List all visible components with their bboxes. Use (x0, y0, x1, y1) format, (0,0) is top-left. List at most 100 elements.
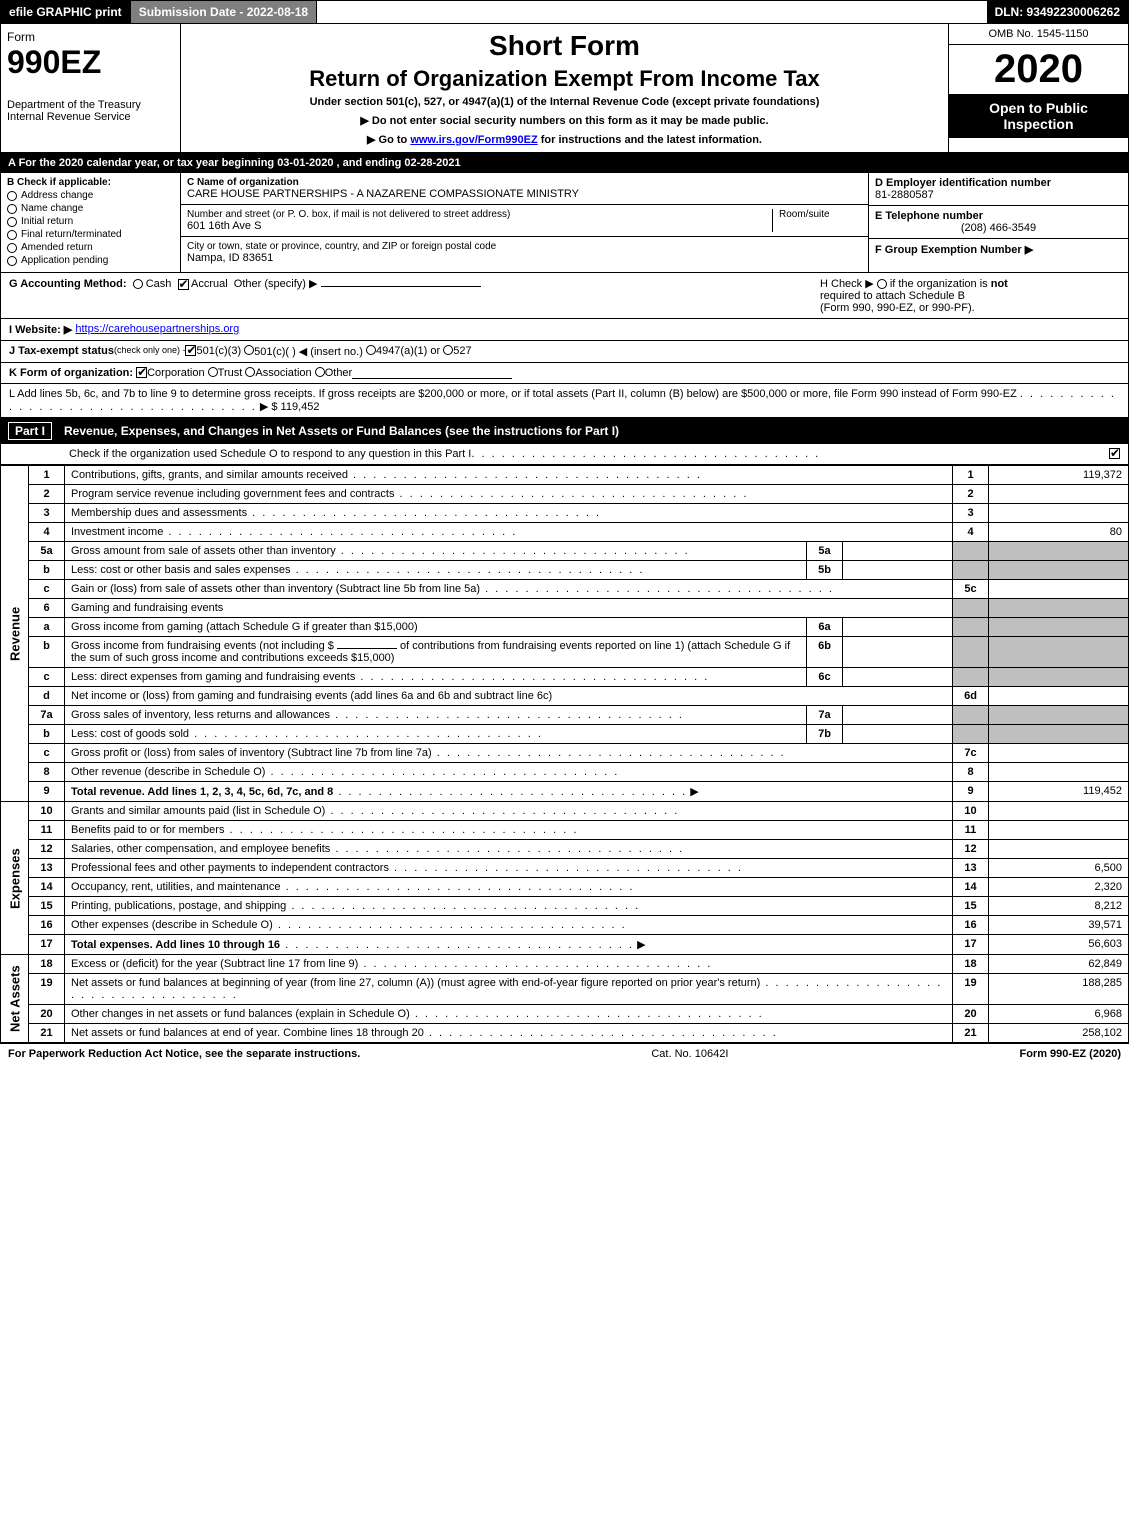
header-center: Short Form Return of Organization Exempt… (181, 24, 948, 152)
sub-val (843, 542, 953, 561)
form-number: 990EZ (7, 44, 174, 81)
desc-text: Benefits paid to or for members (71, 824, 224, 836)
website-link[interactable]: https://carehousepartnerships.org (75, 323, 239, 336)
line-num: 16 (29, 916, 65, 935)
shaded-cell (953, 599, 989, 618)
chk-amended-return[interactable]: Amended return (7, 242, 174, 253)
table-row: 14 Occupancy, rent, utilities, and maint… (1, 878, 1129, 897)
line-num: 15 (29, 897, 65, 916)
chk-name-change[interactable]: Name change (7, 203, 174, 214)
chk-initial-return[interactable]: Initial return (7, 216, 174, 227)
checkbox-icon[interactable] (178, 279, 189, 290)
line-num: 17 (29, 935, 65, 955)
radio-icon[interactable] (245, 367, 255, 377)
desc-text: Gross sales of inventory, less returns a… (71, 709, 330, 721)
table-row: 20 Other changes in net assets or fund b… (1, 1005, 1129, 1024)
line-desc: Total revenue. Add lines 1, 2, 3, 4, 5c,… (65, 782, 953, 802)
line-ref: 15 (953, 897, 989, 916)
desc-text: Gross income from fundraising events (no… (71, 640, 334, 652)
line-amount: 39,571 (989, 916, 1129, 935)
radio-icon[interactable] (366, 345, 376, 355)
line-amount (989, 821, 1129, 840)
part1-check-row: Check if the organization used Schedule … (0, 444, 1129, 465)
table-row: Expenses 10 Grants and similar amounts p… (1, 802, 1129, 821)
sub-ref: 6b (807, 637, 843, 668)
side-expenses: Expenses (1, 802, 29, 955)
chk-address-change[interactable]: Address change (7, 190, 174, 201)
sub-val (843, 561, 953, 580)
radio-icon[interactable] (877, 279, 887, 289)
org-city-block: City or town, state or province, country… (181, 237, 868, 268)
table-row: 7a Gross sales of inventory, less return… (1, 706, 1129, 725)
radio-icon (7, 217, 17, 227)
line-ref: 7c (953, 744, 989, 763)
desc-text: Membership dues and assessments (71, 507, 247, 519)
checkbox-icon[interactable] (185, 345, 196, 356)
part1-label: Part I (8, 422, 52, 440)
shaded-cell (989, 542, 1129, 561)
radio-icon[interactable] (443, 345, 453, 355)
radio-icon[interactable] (244, 345, 254, 355)
shaded-cell (953, 542, 989, 561)
efile-label[interactable]: efile GRAPHIC print (1, 1, 131, 23)
desc-text: Total revenue. Add lines 1, 2, 3, 4, 5c,… (71, 786, 333, 798)
table-row: 2 Program service revenue including gove… (1, 485, 1129, 504)
radio-icon (7, 256, 17, 266)
sub-val (843, 706, 953, 725)
line-num: 9 (29, 782, 65, 802)
desc-text: Grants and similar amounts paid (list in… (71, 805, 325, 817)
k-other-input[interactable] (352, 367, 512, 379)
table-row: c Gain or (loss) from sale of assets oth… (1, 580, 1129, 599)
line-desc: Gross amount from sale of assets other t… (65, 542, 807, 561)
box-c: C Name of organization CARE HOUSE PARTNE… (181, 173, 868, 272)
h-pre: H Check ▶ (820, 278, 877, 290)
side-net-assets: Net Assets (1, 955, 29, 1043)
desc-text: Printing, publications, postage, and shi… (71, 900, 286, 912)
radio-icon[interactable] (208, 367, 218, 377)
box-e-label: E Telephone number (875, 210, 1122, 222)
sub-val (843, 637, 953, 668)
desc-text: Professional fees and other payments to … (71, 862, 389, 874)
radio-icon[interactable] (133, 279, 143, 289)
g-other-input[interactable] (321, 286, 481, 287)
part1-table: Revenue 1 Contributions, gifts, grants, … (0, 465, 1129, 1043)
sub-ref: 7a (807, 706, 843, 725)
line-ref: 13 (953, 859, 989, 878)
checkbox-icon[interactable] (136, 367, 147, 378)
i-label: I Website: ▶ (9, 323, 72, 336)
dots (325, 805, 679, 817)
info-grid: B Check if applicable: Address change Na… (0, 173, 1129, 273)
line-desc: Grants and similar amounts paid (list in… (65, 802, 953, 821)
omb-number: OMB No. 1545-1150 (949, 24, 1128, 45)
chk-final-return[interactable]: Final return/terminated (7, 229, 174, 240)
j-501c3: 501(c)(3) (196, 345, 241, 358)
line-ref: 8 (953, 763, 989, 782)
line-desc: Membership dues and assessments (65, 504, 953, 523)
dept-label: Department of the Treasury (7, 99, 174, 111)
table-row: 15 Printing, publications, postage, and … (1, 897, 1129, 916)
shaded-cell (989, 561, 1129, 580)
checkbox-icon[interactable] (1109, 448, 1120, 459)
chk-application-pending[interactable]: Application pending (7, 255, 174, 266)
dots (432, 747, 786, 759)
opt-label: Name change (21, 203, 83, 214)
line-desc: Less: direct expenses from gaming and fu… (65, 668, 807, 687)
line-ref: 16 (953, 916, 989, 935)
box-def: D Employer identification number 81-2880… (868, 173, 1128, 272)
radio-icon[interactable] (315, 367, 325, 377)
irs-label: Internal Revenue Service (7, 111, 174, 123)
box-b-label: B Check if applicable: (7, 177, 174, 188)
desc-text: Total expenses. Add lines 10 through 16 (71, 939, 280, 951)
desc-text: Contributions, gifts, grants, and simila… (71, 469, 348, 481)
line-num: d (29, 687, 65, 706)
goto-link[interactable]: www.irs.gov/Form990EZ (410, 134, 537, 146)
line-desc: Less: cost or other basis and sales expe… (65, 561, 807, 580)
line-desc: Investment income (65, 523, 953, 542)
part1-check-text: Check if the organization used Schedule … (69, 448, 471, 460)
line-desc: Other expenses (describe in Schedule O) (65, 916, 953, 935)
org-city: Nampa, ID 83651 (187, 252, 862, 264)
blank-input[interactable] (337, 648, 397, 649)
shaded-cell (953, 725, 989, 744)
city-label: City or town, state or province, country… (187, 241, 862, 252)
part1-title: Revenue, Expenses, and Changes in Net As… (64, 424, 619, 438)
